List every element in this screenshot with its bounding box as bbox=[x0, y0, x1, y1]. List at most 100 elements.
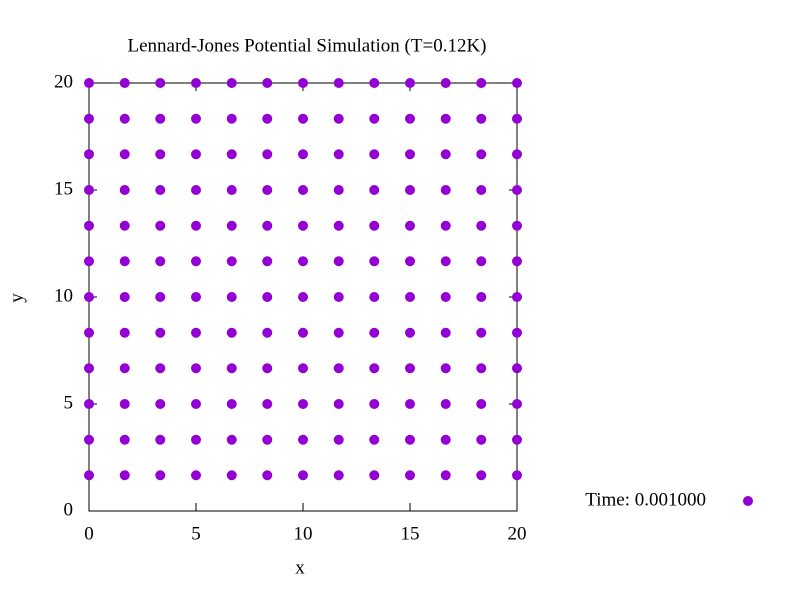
data-point bbox=[119, 434, 130, 445]
data-point bbox=[333, 78, 344, 88]
data-point bbox=[84, 470, 94, 481]
data-point bbox=[476, 327, 487, 338]
data-point bbox=[155, 327, 166, 338]
data-point bbox=[405, 220, 415, 231]
data-point bbox=[369, 363, 380, 374]
data-point bbox=[262, 256, 273, 267]
data-point bbox=[369, 78, 380, 88]
data-point bbox=[119, 256, 130, 267]
data-point bbox=[191, 399, 201, 409]
data-point bbox=[226, 78, 237, 88]
data-point bbox=[119, 327, 130, 338]
data-point bbox=[476, 149, 487, 160]
data-point bbox=[298, 363, 308, 374]
data-point bbox=[476, 434, 487, 445]
data-point bbox=[119, 149, 130, 160]
data-point bbox=[369, 470, 380, 481]
data-point bbox=[191, 78, 201, 88]
data-point bbox=[155, 78, 166, 88]
data-point bbox=[226, 434, 237, 445]
data-point bbox=[155, 434, 166, 445]
data-point bbox=[512, 363, 522, 374]
data-point bbox=[119, 292, 130, 302]
data-point bbox=[369, 185, 380, 195]
data-point bbox=[440, 292, 451, 302]
data-point bbox=[262, 434, 273, 445]
data-point bbox=[262, 363, 273, 374]
data-point bbox=[333, 256, 344, 267]
data-point bbox=[476, 113, 487, 124]
data-point bbox=[440, 220, 451, 231]
data-point bbox=[369, 220, 380, 231]
data-point bbox=[333, 363, 344, 374]
data-point bbox=[262, 78, 273, 88]
data-point bbox=[262, 470, 273, 481]
data-point bbox=[226, 363, 237, 374]
data-point bbox=[119, 470, 130, 481]
data-point bbox=[405, 363, 415, 374]
data-point bbox=[155, 399, 166, 409]
data-point bbox=[191, 470, 201, 481]
data-point bbox=[440, 363, 451, 374]
data-point bbox=[405, 256, 415, 267]
data-point bbox=[405, 113, 415, 124]
data-point bbox=[512, 292, 522, 302]
data-point bbox=[119, 185, 130, 195]
data-point bbox=[512, 113, 522, 124]
data-point bbox=[333, 220, 344, 231]
data-point bbox=[191, 363, 201, 374]
data-point bbox=[405, 185, 415, 195]
data-point bbox=[333, 113, 344, 124]
legend-label: Time: 0.001000 bbox=[585, 489, 706, 510]
data-point bbox=[191, 113, 201, 124]
data-point bbox=[119, 363, 130, 374]
data-point bbox=[512, 78, 522, 88]
x-tick-label: 20 bbox=[508, 523, 527, 544]
data-point bbox=[476, 292, 487, 302]
data-point bbox=[512, 470, 522, 481]
data-point bbox=[262, 399, 273, 409]
data-point bbox=[476, 363, 487, 374]
legend-marker bbox=[743, 496, 753, 506]
data-point bbox=[119, 113, 130, 124]
y-tick-label: 0 bbox=[64, 499, 74, 520]
data-point bbox=[333, 149, 344, 160]
data-point bbox=[191, 256, 201, 267]
data-point bbox=[440, 149, 451, 160]
data-point bbox=[440, 113, 451, 124]
data-point bbox=[512, 327, 522, 338]
data-point bbox=[405, 149, 415, 160]
data-point bbox=[440, 399, 451, 409]
data-point bbox=[369, 149, 380, 160]
data-point bbox=[226, 292, 237, 302]
data-point bbox=[191, 327, 201, 338]
data-point bbox=[476, 220, 487, 231]
data-point bbox=[191, 220, 201, 231]
data-point bbox=[512, 256, 522, 267]
data-point bbox=[226, 185, 237, 195]
data-point bbox=[226, 113, 237, 124]
data-point bbox=[440, 327, 451, 338]
data-point bbox=[262, 220, 273, 231]
data-point bbox=[84, 256, 94, 267]
data-point bbox=[155, 363, 166, 374]
data-point bbox=[298, 113, 308, 124]
data-point bbox=[512, 434, 522, 445]
y-tick-label: 20 bbox=[54, 71, 73, 92]
y-tick-label: 10 bbox=[54, 285, 73, 306]
data-point bbox=[155, 220, 166, 231]
data-point bbox=[191, 434, 201, 445]
data-point bbox=[512, 220, 522, 231]
data-point bbox=[298, 78, 308, 88]
data-point bbox=[298, 185, 308, 195]
data-point bbox=[155, 256, 166, 267]
data-point bbox=[298, 434, 308, 445]
data-point bbox=[405, 399, 415, 409]
data-point bbox=[191, 185, 201, 195]
data-point bbox=[119, 78, 130, 88]
data-point bbox=[84, 185, 94, 195]
data-point bbox=[84, 399, 94, 409]
data-point bbox=[226, 327, 237, 338]
y-tick-label: 5 bbox=[64, 392, 74, 413]
